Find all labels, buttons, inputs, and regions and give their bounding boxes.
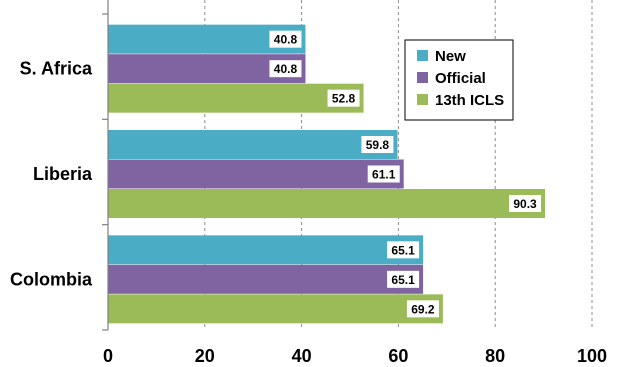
data-label-1-2: 65.1 (391, 273, 415, 287)
category-label-0: S. Africa (20, 59, 93, 79)
bar-13th-icls-1 (108, 189, 546, 218)
data-label-0-0: 40.8 (274, 33, 298, 47)
x-tick-label-40: 40 (292, 346, 312, 366)
data-label-box-1-2 (387, 270, 420, 288)
data-label-box-2-1 (509, 195, 542, 212)
data-label-box-0-1 (361, 136, 394, 153)
legend-label-2: 13th ICLS (435, 92, 504, 109)
data-label-2-0: 52.8 (332, 92, 356, 106)
bar-official-2 (108, 264, 424, 294)
legend-label-0: New (435, 48, 466, 65)
data-label-2-1: 90.3 (513, 197, 537, 211)
legend-swatch-2 (417, 94, 428, 105)
legend-swatch-1 (417, 72, 428, 83)
data-label-0-2: 65.1 (391, 243, 415, 257)
bar-new-1 (108, 130, 398, 159)
data-label-1-1: 61.1 (372, 168, 396, 182)
legend: New Official 13th ICLS (404, 39, 514, 121)
category-label-1: Liberia (33, 164, 93, 184)
data-label-box-2-2 (406, 300, 439, 318)
data-label-1-0: 40.8 (274, 62, 298, 76)
data-label-box-1-0 (269, 60, 302, 78)
x-tick-label-0: 0 (103, 346, 113, 366)
data-label-box-0-0 (269, 30, 302, 48)
data-label-2-2: 69.2 (411, 302, 435, 316)
x-tick-label-60: 60 (388, 346, 408, 366)
axes: S. Africa Liberia Colombia 0 20 40 60 80 100 (10, 0, 607, 366)
legend-label-1: Official (435, 70, 486, 87)
x-tick-label-80: 80 (485, 346, 505, 366)
bar-13th-icls-2 (108, 294, 443, 324)
data-label-box-0-2 (387, 241, 420, 259)
category-label-2: Colombia (10, 269, 93, 289)
x-tick-label-100: 100 (577, 346, 607, 366)
bar-official-1 (108, 159, 404, 189)
bars: 40.8 40.8 52.8 59.8 61.1 90.3 65.1 65.1 69.2 (108, 24, 546, 324)
x-tick-label-20: 20 (195, 346, 215, 366)
data-label-0-1: 59.8 (366, 138, 390, 152)
bar-13th-icls-0 (108, 83, 364, 113)
data-label-box-1-1 (367, 165, 400, 183)
data-label-box-2-0 (327, 89, 360, 107)
bar-new-2 (108, 235, 424, 265)
legend-swatch-0 (417, 50, 428, 61)
